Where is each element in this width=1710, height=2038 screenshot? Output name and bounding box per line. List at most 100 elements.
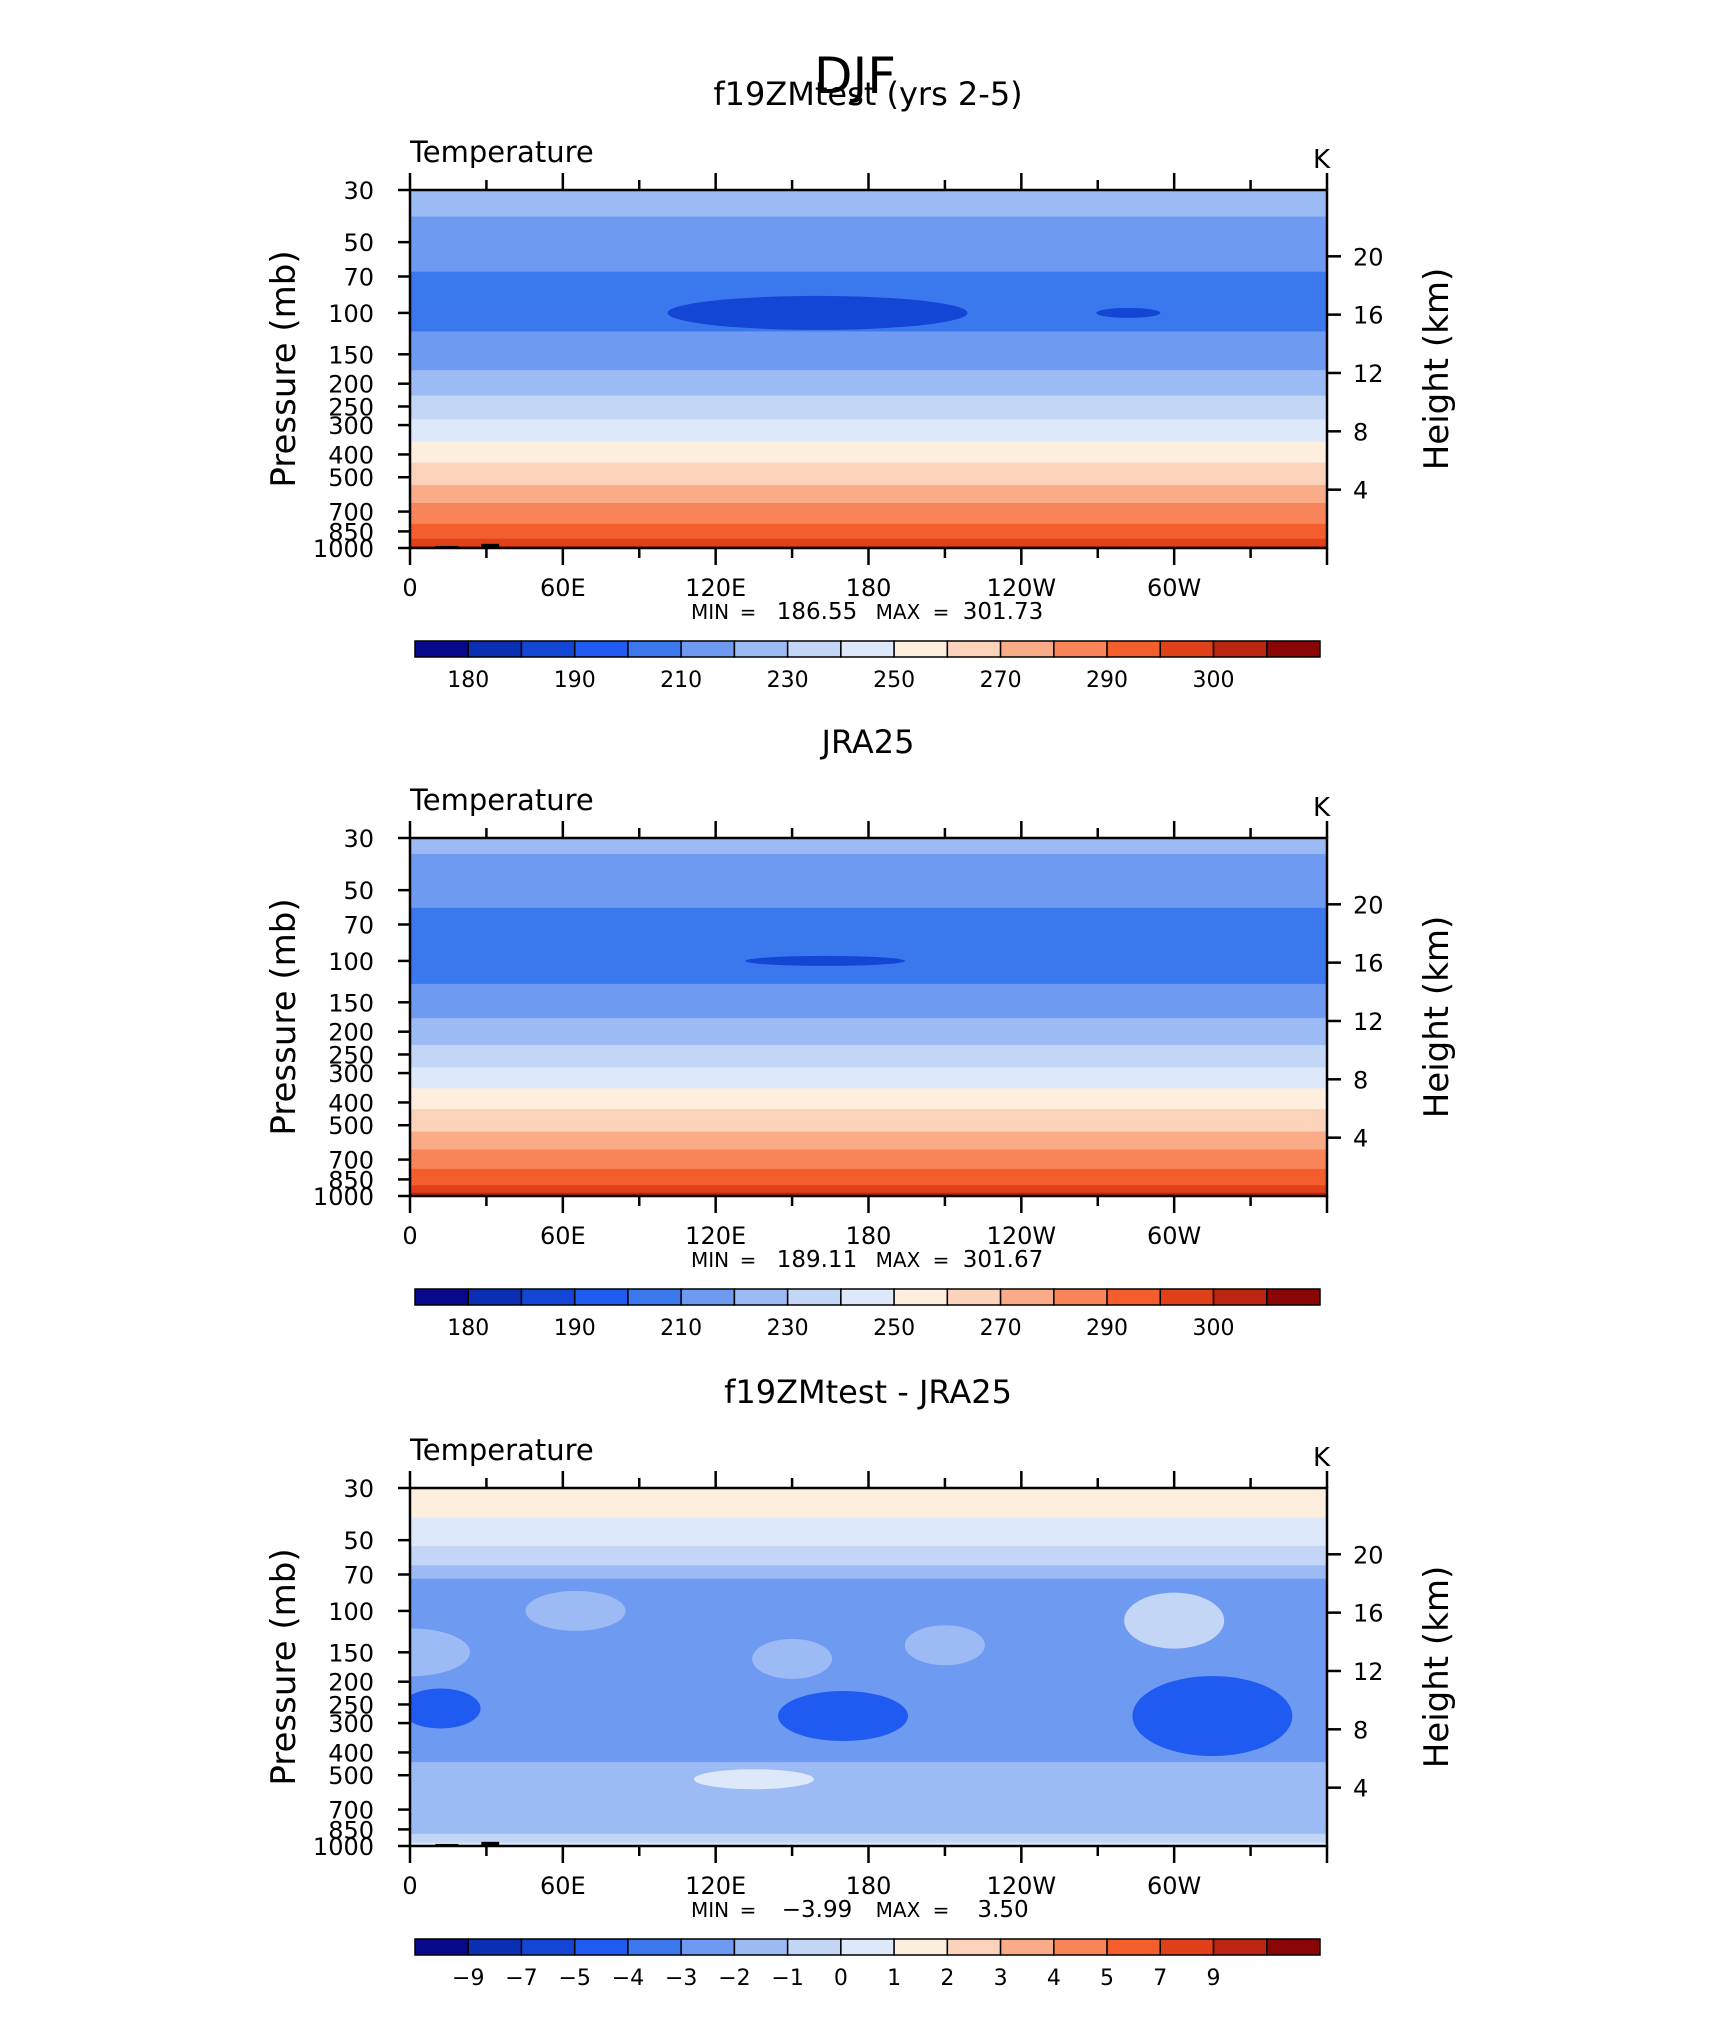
- colorbar-swatch: [733, 1288, 789, 1306]
- colorbar-swatch: [1053, 1938, 1108, 1956]
- y-tick-label: 850: [328, 1816, 374, 1844]
- contour-band: [410, 1538, 1327, 1541]
- contour-band: [410, 1052, 1327, 1055]
- contour-band: [410, 1690, 1327, 1693]
- y-tick-label: 100: [328, 1598, 374, 1626]
- contour-band: [410, 252, 1327, 255]
- contour-band: [410, 452, 1327, 455]
- contour-band: [410, 525, 1327, 528]
- contour-band: [410, 933, 1327, 936]
- contour-band: [410, 240, 1327, 243]
- contour-band: [410, 1520, 1327, 1523]
- contour-band: [410, 1505, 1327, 1508]
- figure-title: DJF: [814, 47, 896, 105]
- contour-band: [410, 1777, 1327, 1780]
- contour-band: [410, 443, 1327, 446]
- contour-band: [410, 1179, 1327, 1182]
- contour-band: [410, 1815, 1327, 1818]
- contour-band: [410, 1535, 1327, 1538]
- colorbar-label: −4: [612, 1966, 644, 1991]
- y-tick-label: 70: [343, 912, 374, 940]
- contour-band: [410, 974, 1327, 978]
- contour-band: [410, 332, 1327, 335]
- contour-band: [410, 1006, 1327, 1009]
- contour-band: [410, 271, 1327, 274]
- contour-band: [410, 848, 1327, 851]
- contour-band: [410, 1056, 1327, 1060]
- contour-band: [410, 954, 1327, 957]
- colorbar-swatch: [999, 640, 1055, 658]
- contour-band: [410, 1140, 1327, 1143]
- contour-band: [410, 1510, 1327, 1513]
- contour-band: [410, 1171, 1327, 1174]
- contour-band: [410, 1624, 1327, 1628]
- contour-band: [410, 1545, 1327, 1548]
- contour-band: [410, 274, 1327, 277]
- contour-band: [410, 861, 1327, 864]
- contour-band: [410, 1539, 1327, 1542]
- contour-band: [410, 1053, 1327, 1057]
- colorbar-swatch: [893, 1288, 949, 1306]
- contour-band: [410, 1568, 1327, 1571]
- contour-band: [410, 1809, 1327, 1812]
- colorbar-swatch: [946, 1288, 1002, 1306]
- contour-band: [410, 948, 1327, 951]
- y2-tick-label: 20: [1353, 243, 1384, 271]
- contour-band: [410, 480, 1327, 483]
- contour-band: [410, 1817, 1327, 1820]
- contour-band: [410, 1593, 1327, 1596]
- contour-band: [410, 1824, 1327, 1827]
- contour-band: [410, 1808, 1327, 1811]
- contour-band: [410, 988, 1327, 991]
- contour-band: [410, 1079, 1327, 1082]
- x-tick-label: 60W: [1147, 1872, 1201, 1900]
- contour-band: [410, 1034, 1327, 1037]
- colorbar-label: 210: [660, 668, 702, 693]
- contour-band: [410, 376, 1327, 379]
- y2-tick-label: 4: [1353, 477, 1368, 505]
- contour-band: [410, 1547, 1327, 1550]
- contour-band: [410, 1080, 1327, 1083]
- contour-band: [410, 1188, 1327, 1191]
- contour-band: [410, 1647, 1327, 1650]
- contour-band: [410, 434, 1327, 437]
- contour-band: [410, 918, 1327, 921]
- contour-band: [410, 235, 1327, 239]
- contour-band: [410, 1489, 1327, 1492]
- contour-band: [410, 516, 1327, 519]
- contour-band: [410, 1128, 1327, 1131]
- y-tick-label: 250: [328, 1041, 374, 1069]
- contour-band: [410, 1754, 1327, 1757]
- y-tick-label: 150: [328, 1639, 374, 1667]
- colorbar-swatch: [946, 640, 1002, 658]
- contour-band: [410, 1577, 1327, 1580]
- stat-equals: =: [933, 600, 950, 624]
- y-tick-label: 500: [328, 1762, 374, 1790]
- y-tick-label: 1000: [313, 1183, 374, 1211]
- contour-band: [410, 368, 1327, 371]
- contour-band: [410, 1124, 1327, 1127]
- y-tick-label: 150: [328, 341, 374, 369]
- contour-band: [410, 934, 1327, 937]
- contour-band: [410, 440, 1327, 443]
- contour-band: [410, 489, 1327, 492]
- contour-band: [410, 1632, 1327, 1635]
- contour-band: [410, 279, 1327, 282]
- y-tick-label: 700: [328, 499, 374, 527]
- y-tick-label: 700: [328, 1147, 374, 1175]
- contour-band: [410, 1064, 1327, 1067]
- contour-band: [410, 285, 1327, 288]
- colorbar-swatch: [1106, 1938, 1162, 1956]
- x-tick-label: 0: [402, 1872, 417, 1900]
- contour-band: [410, 980, 1327, 983]
- contour-band: [410, 1010, 1327, 1013]
- contour-band: [410, 1812, 1327, 1815]
- contour-band: [410, 1062, 1327, 1066]
- contour-band: [410, 373, 1327, 376]
- contour-band: [410, 479, 1327, 482]
- contour-band: [410, 1112, 1327, 1115]
- contour-band: [410, 1522, 1327, 1525]
- contour-band: [410, 1751, 1327, 1754]
- contour-band: [410, 1177, 1327, 1180]
- contour-band: [410, 1744, 1327, 1747]
